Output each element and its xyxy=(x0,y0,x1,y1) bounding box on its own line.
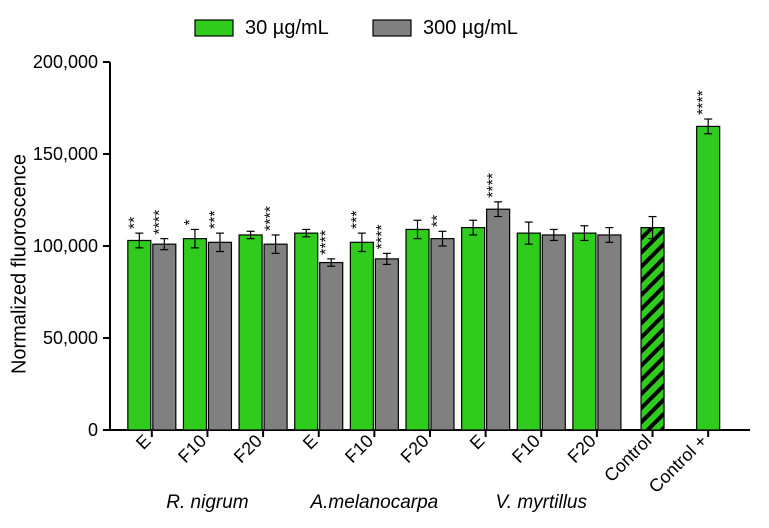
bar xyxy=(153,244,176,430)
x-tick-label: F10 xyxy=(174,431,210,467)
species-label: A.melanocarpa xyxy=(309,492,438,513)
legend-swatch xyxy=(373,20,411,36)
species-label: V. myrtillus xyxy=(496,492,588,513)
legend-swatch xyxy=(195,20,233,36)
chart-svg: 050,000100,000150,000200,000******E****F… xyxy=(0,0,769,528)
legend-label: 300 µg/mL xyxy=(423,17,518,39)
sig-annotation: ** xyxy=(126,217,143,229)
y-axis-title-text: Normalized fluoroscence xyxy=(9,154,31,374)
bar xyxy=(183,239,206,430)
bar xyxy=(208,242,231,430)
bar xyxy=(264,244,287,430)
bar xyxy=(295,233,318,430)
sig-annotation: * xyxy=(182,219,199,225)
y-tick-label: 150,000 xyxy=(33,144,98,164)
sig-annotation: ** xyxy=(430,215,447,227)
bar xyxy=(517,233,540,430)
sig-annotation: **** xyxy=(374,224,391,249)
legend-label: 30 µg/mL xyxy=(245,17,329,39)
bar xyxy=(462,228,485,430)
species-label: R. nigrum xyxy=(166,492,248,513)
x-tick-label: F20 xyxy=(397,431,433,467)
x-tick-label: F10 xyxy=(341,431,377,467)
bar xyxy=(573,233,596,430)
x-tick-label: F20 xyxy=(564,431,600,467)
y-tick-label: 50,000 xyxy=(43,328,98,348)
sig-annotation: **** xyxy=(318,230,335,255)
bar xyxy=(641,228,664,430)
y-tick-label: 200,000 xyxy=(33,52,98,72)
bar xyxy=(375,259,398,430)
bar xyxy=(350,242,373,430)
bar xyxy=(542,235,565,430)
sig-annotation: **** xyxy=(263,206,280,231)
x-tick-label: Control xyxy=(600,431,655,486)
x-tick-label: Control + xyxy=(645,431,711,497)
bar xyxy=(487,209,510,430)
bar xyxy=(406,229,429,430)
bar xyxy=(239,235,262,430)
chart-container: Normalized fluoroscence 0 50,000 100,000 15… xyxy=(0,0,769,528)
y-tick-label: 100,000 xyxy=(33,236,98,256)
bar xyxy=(320,263,343,430)
bar xyxy=(431,239,454,430)
y-axis-title: Normalized fluoroscence xyxy=(9,154,32,374)
sig-annotation: **** xyxy=(151,210,168,235)
bar xyxy=(598,235,621,430)
sig-annotation: *** xyxy=(207,210,224,229)
sig-annotation: *** xyxy=(349,210,366,229)
bar xyxy=(128,240,151,430)
x-tick-label: F20 xyxy=(230,431,266,467)
sig-annotation: **** xyxy=(485,173,502,198)
sig-annotation: **** xyxy=(695,90,712,115)
bar xyxy=(697,126,720,430)
y-tick-label: 0 xyxy=(88,420,98,440)
x-tick-label: F10 xyxy=(508,431,544,467)
